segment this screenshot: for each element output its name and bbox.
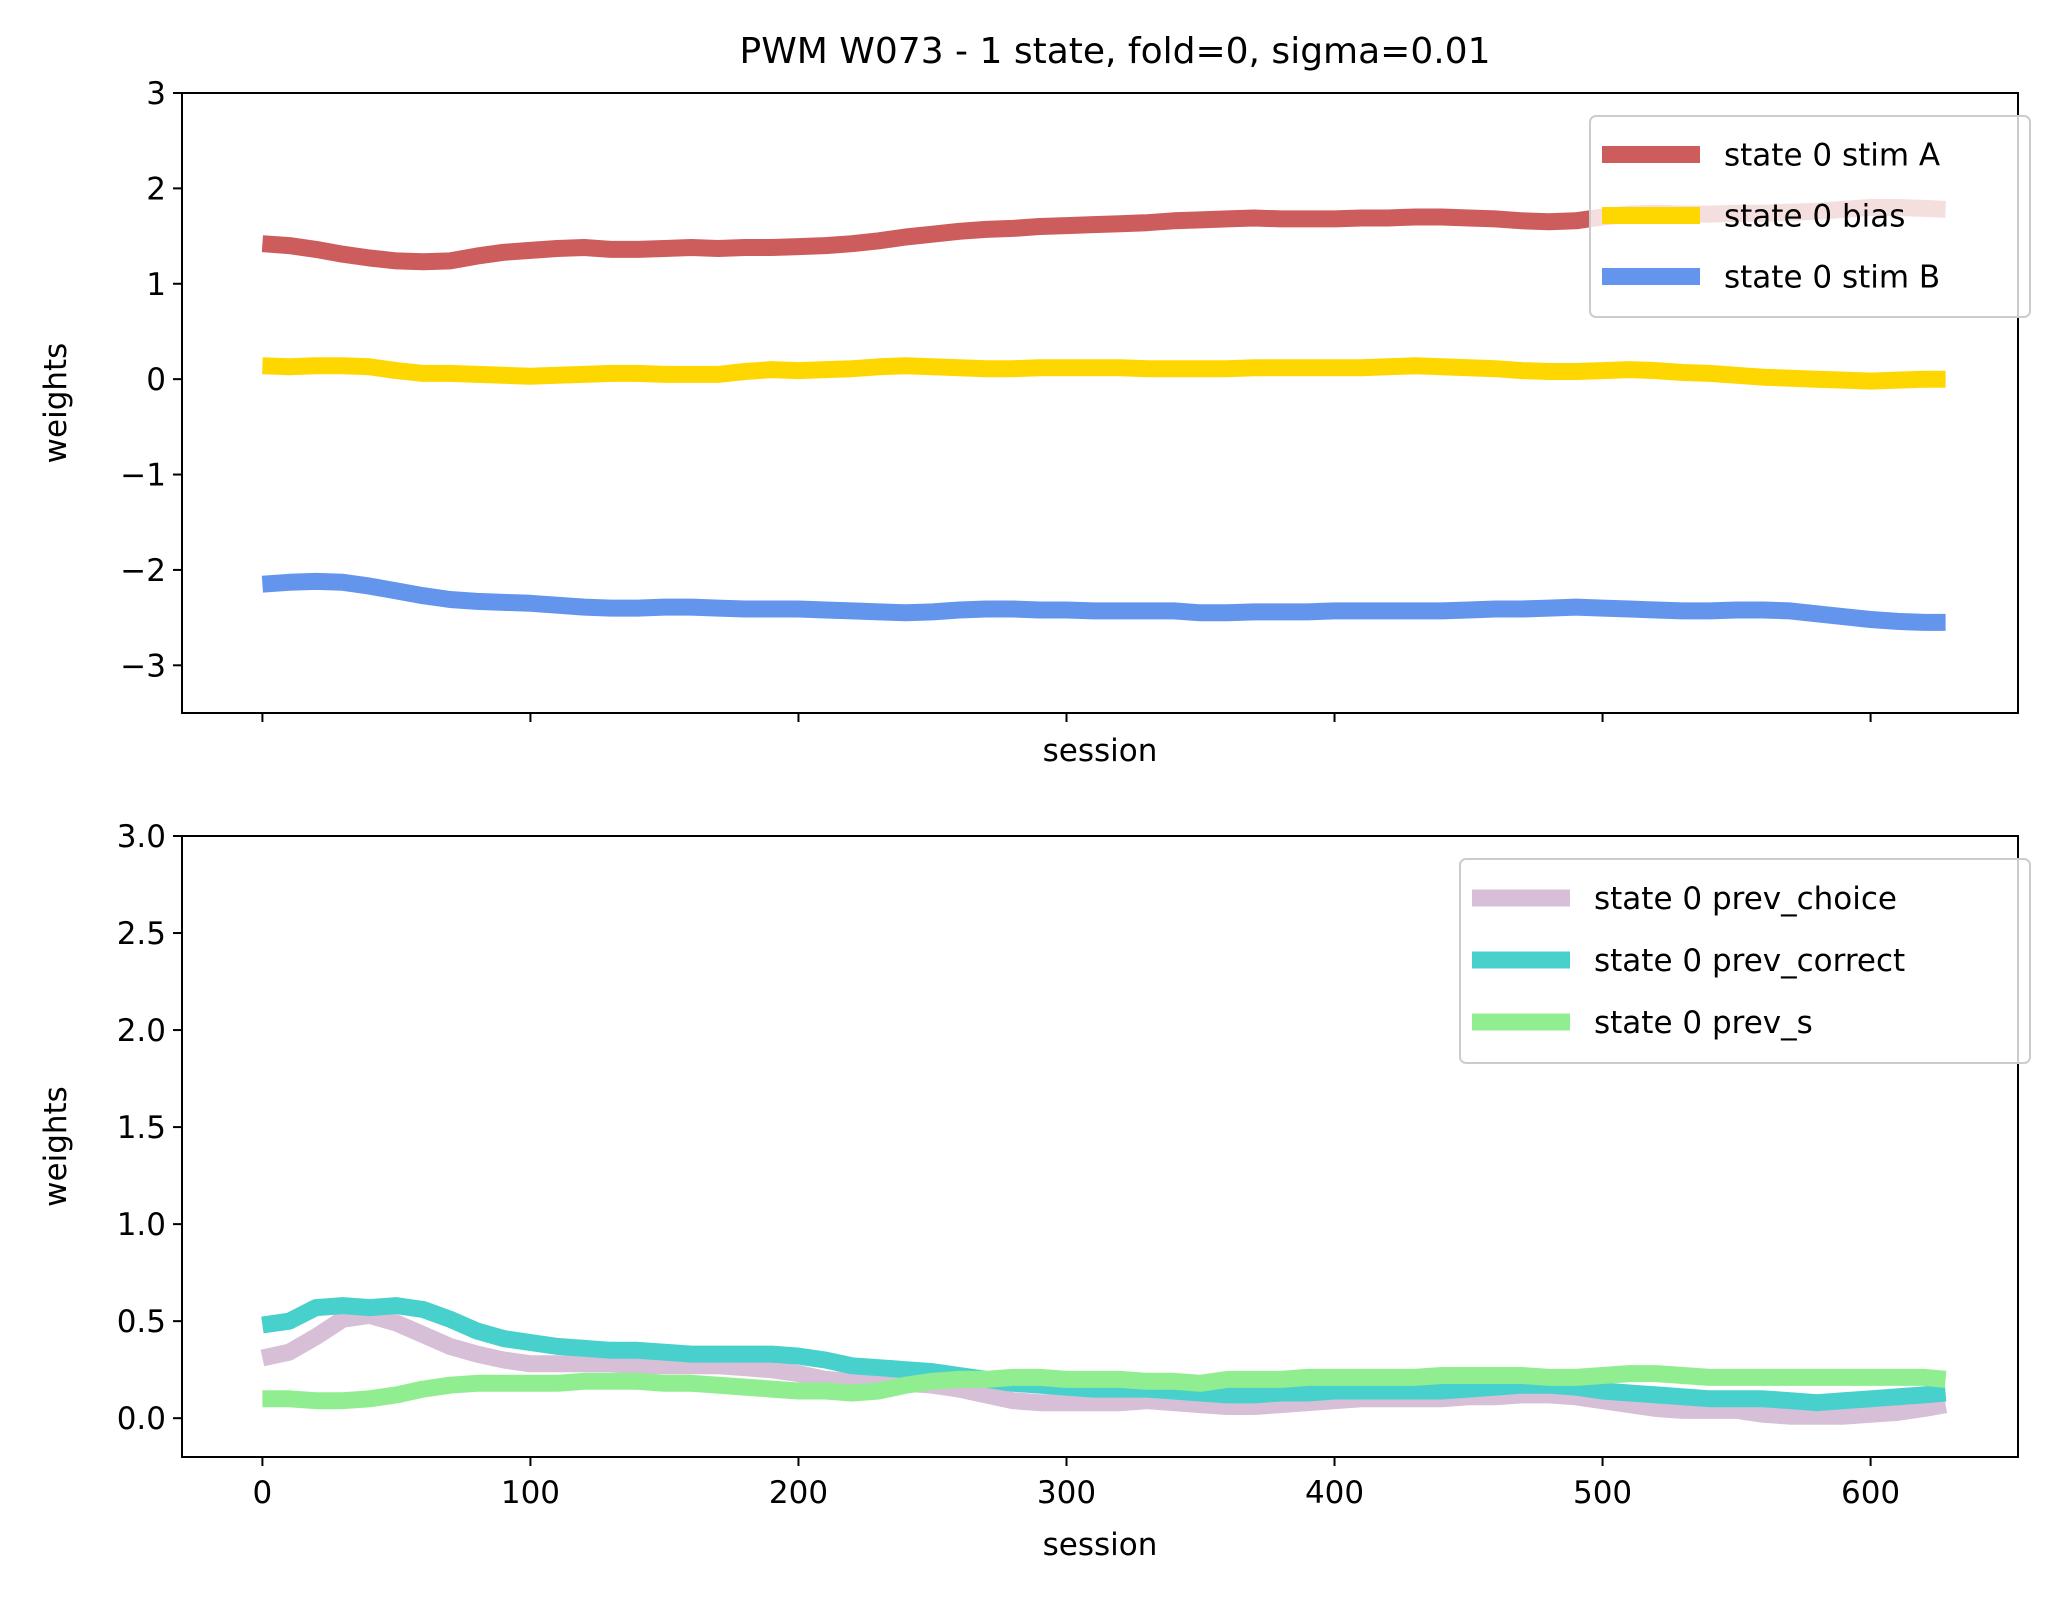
x-tick-label: 500 xyxy=(1573,1475,1632,1511)
y-tick-label: 2.5 xyxy=(117,916,166,952)
series-lines xyxy=(260,1297,1948,1425)
series-line-state-0-bias xyxy=(262,357,1946,390)
legend-label: state 0 prev_choice xyxy=(1594,881,1897,917)
x-tick-label: 400 xyxy=(1305,1475,1364,1511)
x-tick-label: 300 xyxy=(1037,1475,1096,1511)
x-tick-label: 0 xyxy=(253,1475,273,1511)
legend-label: state 0 prev_correct xyxy=(1594,943,1905,979)
figure-title: PWM W073 - 1 state, fold=0, sigma=0.01 xyxy=(740,31,1491,72)
y-tick-label: 0 xyxy=(146,362,166,398)
series-line-state-0-prev-choice xyxy=(260,1306,1948,1425)
x-tick-label: 100 xyxy=(501,1475,560,1511)
y-axis-label: weights xyxy=(38,1086,74,1207)
bottom-panel: 0.0 0.5 1.0 1.5 2.0 2.5 3.0 0 100 200 300 400 500 600… xyxy=(38,819,2031,1563)
y-axis-label: weights xyxy=(38,343,74,464)
x-tick-label: 600 xyxy=(1841,1475,1900,1511)
y-tick-label: 1.0 xyxy=(117,1207,166,1243)
y-tick-label: 0.0 xyxy=(117,1401,166,1437)
x-axis-label: session xyxy=(1043,1527,1158,1563)
y-tick-label: −3 xyxy=(120,648,166,684)
series-line-state-0-prev-s xyxy=(262,1365,1947,1410)
y-tick-label: 0.5 xyxy=(117,1304,166,1340)
y-tick-label: 1 xyxy=(146,267,166,303)
legend: state 0 stim A state 0 bias state 0 stim B xyxy=(1589,115,2031,318)
legend-label: state 0 stim A xyxy=(1724,138,1940,174)
legend-label: state 0 bias xyxy=(1724,199,1905,235)
y-tick-label: −1 xyxy=(120,458,166,494)
legend-label: state 0 prev_s xyxy=(1594,1005,1813,1041)
y-tick-label: 3.0 xyxy=(117,819,166,855)
legend-box xyxy=(1589,115,2031,318)
legend-box xyxy=(1459,858,2031,1064)
series-line-state-0-prev-correct xyxy=(261,1297,1947,1412)
y-tick-label: −2 xyxy=(120,553,166,589)
axes-frame xyxy=(181,92,2019,714)
series-line-state-0-stim-b xyxy=(261,572,1946,631)
y-tick-label: 1.5 xyxy=(117,1110,166,1146)
y-tick-label: 2 xyxy=(146,171,166,207)
axes-frame xyxy=(181,835,2019,1458)
y-tick-label: 3 xyxy=(146,76,166,112)
legend-label: state 0 stim B xyxy=(1724,260,1940,296)
x-tick-label: 200 xyxy=(769,1475,828,1511)
y-tick-label: 2.0 xyxy=(117,1013,166,1049)
x-axis-label: session xyxy=(1043,733,1158,769)
